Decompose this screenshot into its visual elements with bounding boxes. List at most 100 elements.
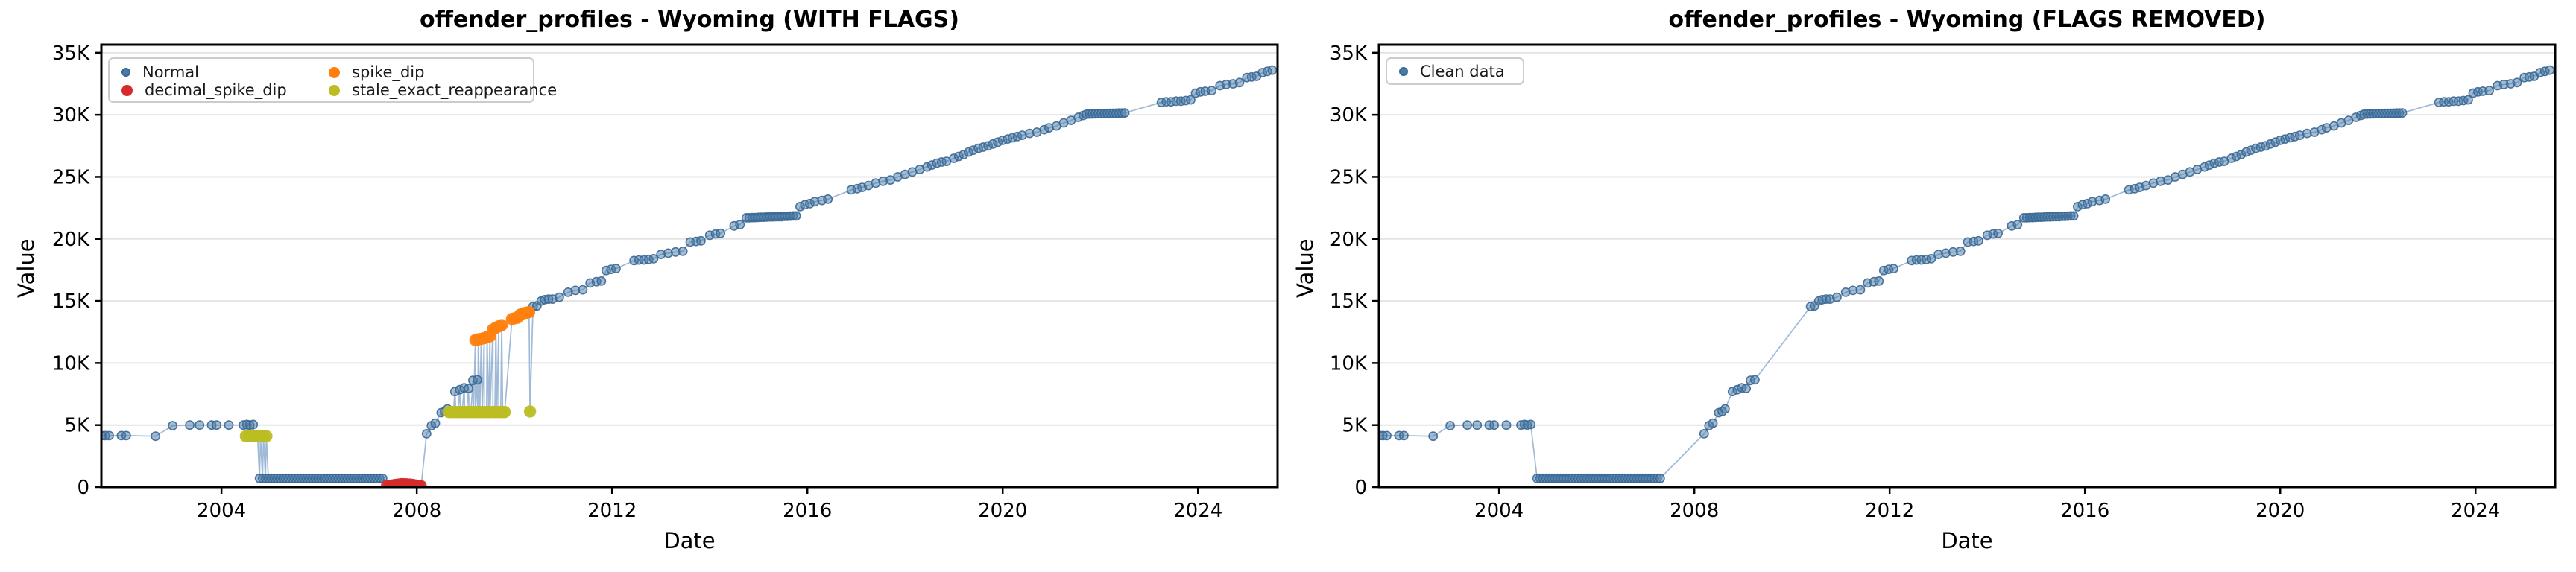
y-tick-label: 25K — [1330, 166, 1368, 188]
data-point — [1926, 253, 1936, 264]
x-tick-label: 2024 — [1173, 500, 1222, 522]
y-tick-label: 0 — [77, 477, 89, 499]
legend-item-stale-exact-reappearance: stale_exact_reappearance — [324, 81, 557, 99]
data-point — [791, 211, 801, 221]
data-point — [430, 418, 441, 428]
data-point — [2068, 211, 2079, 221]
data-point — [2463, 95, 2473, 105]
y-tick-label: 15K — [1330, 290, 1368, 313]
legend-item-spike-dip: spike_dip — [324, 63, 557, 81]
series-stale-exact-reappearance — [239, 405, 537, 442]
data-point — [716, 228, 725, 238]
stale-exact-reappearance-marker-icon — [329, 84, 340, 96]
x-tick-label: 2016 — [783, 500, 832, 522]
x-axis-label-right: Date — [1941, 528, 1993, 553]
data-point — [1855, 285, 1866, 295]
data-point — [224, 420, 234, 430]
data-point — [1382, 430, 1392, 441]
chart-0: 2004 2008 2012 2016 2020 2024 0 5K 10K 15K 20K 25K 3… — [52, 42, 1279, 522]
y-tick-label: 5K — [64, 415, 90, 437]
data-point — [1874, 276, 1884, 286]
legend-with-flags: Normal decimal_spike_dip spike_dip stale… — [108, 57, 557, 103]
plot-border — [100, 43, 1279, 489]
data-point — [1267, 65, 1278, 75]
data-point — [555, 292, 564, 302]
data-point — [1472, 420, 1483, 430]
legend-label: stale_exact_reappearance — [352, 81, 558, 99]
data-point — [1831, 292, 1842, 302]
data-point — [473, 375, 482, 385]
data-point — [195, 420, 205, 430]
data-point — [1993, 228, 2003, 238]
plot-border — [1377, 43, 2557, 489]
chart-title-flags-removed: offender_profiles - Wyoming (FLAGS REMOV… — [1668, 7, 2266, 33]
y-tick-label: 20K — [1330, 229, 1368, 251]
x-tick-label: 2008 — [1670, 500, 1719, 522]
y-axis-label-right: Value — [1292, 238, 1318, 298]
data-point — [1655, 473, 1665, 483]
data-point — [212, 420, 221, 430]
data-point — [421, 429, 432, 439]
data-point — [696, 235, 706, 246]
y-tick-label: 35K — [1330, 42, 1368, 65]
y-axis-label-left: Value — [13, 238, 39, 298]
series-normal — [101, 65, 1278, 483]
x-tick-label: 2012 — [1865, 500, 1914, 522]
data-point — [1526, 419, 1536, 430]
data-point — [648, 253, 659, 264]
data-point — [678, 246, 688, 256]
y-tick-label: 30K — [1330, 104, 1368, 127]
y-tick-label: 10K — [1330, 352, 1368, 375]
data-point — [1699, 429, 1709, 439]
data-point — [578, 285, 588, 295]
data-point — [168, 421, 177, 430]
data-point — [495, 319, 508, 331]
data-point — [2012, 220, 2023, 229]
data-point — [735, 220, 745, 229]
data-point — [1207, 86, 1216, 95]
legend-label: Clean data — [1420, 62, 1505, 80]
x-tick-label: 2020 — [2255, 500, 2305, 522]
y-tick-label: 15K — [52, 290, 90, 313]
data-point — [1428, 431, 1439, 442]
data-point — [1489, 420, 1499, 430]
y-tick-label: 5K — [1342, 415, 1368, 437]
data-point — [1234, 77, 1245, 88]
legend-clean-data: Clean data — [1386, 57, 1524, 85]
data-point — [2397, 108, 2408, 118]
clean-data-marker-icon — [1399, 66, 1408, 76]
normal-marker-icon — [121, 68, 130, 77]
data-point — [260, 430, 273, 442]
data-point — [1501, 420, 1512, 430]
x-tick-label: 2024 — [2451, 500, 2500, 522]
data-point — [1120, 108, 1130, 118]
data-point — [464, 384, 473, 393]
legend-item-clean-data: Clean data — [1395, 63, 1505, 80]
data-point — [415, 480, 427, 487]
data-point — [185, 420, 195, 430]
x-tick-label: 2020 — [978, 500, 1027, 522]
data-point — [121, 430, 131, 441]
data-point — [1749, 375, 1760, 385]
spike-dip-marker-icon — [329, 66, 340, 78]
data-point — [823, 194, 833, 204]
data-point — [2484, 86, 2494, 95]
data-point — [1445, 421, 1455, 430]
data-point — [1399, 430, 1409, 441]
data-point — [523, 305, 535, 319]
legend-label: spike_dip — [352, 63, 425, 81]
data-layer — [101, 65, 1278, 487]
y-tick-label: 25K — [52, 166, 90, 188]
series-spike-dip — [469, 305, 535, 346]
series-decimal-spike-dip — [381, 477, 427, 487]
x-tick-label: 2016 — [2060, 500, 2109, 522]
x-tick-label: 2004 — [197, 500, 246, 522]
x-tick-label: 2004 — [1474, 500, 1524, 522]
data-point — [1462, 420, 1472, 430]
data-layer — [1379, 65, 2555, 483]
y-tick-label: 0 — [1354, 477, 1367, 499]
chart-title-with-flags: offender_profiles - Wyoming (WITH FLAGS) — [420, 7, 959, 33]
data-point — [2100, 194, 2111, 204]
